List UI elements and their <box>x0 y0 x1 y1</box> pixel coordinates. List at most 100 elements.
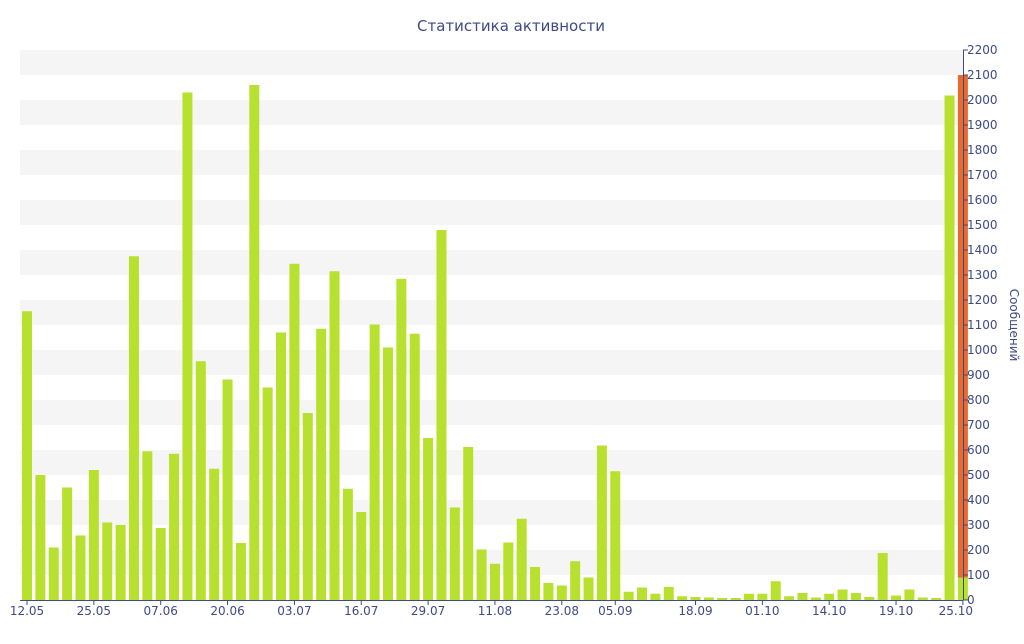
bar <box>730 598 741 600</box>
y-tick-label: 2200 <box>967 43 998 57</box>
bar <box>556 585 567 600</box>
bar <box>797 593 808 600</box>
bar <box>784 596 795 600</box>
bar <box>810 597 821 600</box>
bar <box>703 597 714 600</box>
bar <box>837 589 848 600</box>
x-tick-label: 18.09 <box>678 604 712 618</box>
bar <box>770 581 781 600</box>
bar <box>757 593 768 600</box>
y-tick-label: 1900 <box>967 118 998 132</box>
bar <box>503 542 514 600</box>
bar <box>637 587 648 600</box>
bar <box>222 379 233 600</box>
bar <box>864 597 875 600</box>
bar <box>663 587 674 600</box>
bar <box>209 468 220 600</box>
x-tick-label: 25.05 <box>77 604 111 618</box>
bar <box>396 278 407 600</box>
y-tick-label: 500 <box>967 468 990 482</box>
grid-band <box>20 500 963 525</box>
bar <box>235 543 246 600</box>
bar <box>48 547 59 600</box>
y-tick-label: 200 <box>967 543 990 557</box>
bar <box>75 535 86 600</box>
y-tick-label: 1200 <box>967 293 998 307</box>
x-tick-label: 25.10 <box>939 604 973 618</box>
bar <box>944 95 955 600</box>
bar <box>142 451 153 600</box>
grid-band <box>20 300 963 325</box>
bar <box>677 596 688 600</box>
bar <box>850 593 861 600</box>
y-tick-label: 2100 <box>967 68 998 82</box>
bar <box>369 324 380 600</box>
y-tick-label: 2000 <box>967 93 998 107</box>
y-tick-label: 1100 <box>967 318 998 332</box>
bar <box>650 593 661 600</box>
bar <box>128 256 139 600</box>
bar <box>249 85 260 600</box>
y-tick-label: 1500 <box>967 218 998 232</box>
bar <box>449 507 460 600</box>
x-tick-label: 12.05 <box>10 604 44 618</box>
bar <box>423 438 434 600</box>
chart-title: Статистика активности <box>417 17 605 35</box>
bar <box>62 487 73 600</box>
bar <box>476 549 487 600</box>
grid-band <box>20 350 963 375</box>
grid-band <box>20 150 963 175</box>
y-tick-label: 1800 <box>967 143 998 157</box>
bar <box>302 413 313 600</box>
bar <box>516 518 527 600</box>
y-tick-label: 1300 <box>967 268 998 282</box>
x-tick-label: 01.10 <box>745 604 779 618</box>
bar <box>596 445 607 600</box>
bar <box>743 593 754 600</box>
bar <box>543 583 554 600</box>
bar <box>891 595 902 600</box>
y-tick-label: 900 <box>967 368 990 382</box>
y-tick-label: 100 <box>967 568 990 582</box>
bar <box>877 553 888 600</box>
bar <box>824 593 835 600</box>
x-tick-label: 07.06 <box>144 604 178 618</box>
y-tick-label: 700 <box>967 418 990 432</box>
bar <box>583 577 594 600</box>
bar <box>169 453 180 600</box>
grid-band <box>20 450 963 475</box>
bar <box>717 598 728 600</box>
bar <box>957 577 968 600</box>
bar <box>22 311 32 600</box>
x-tick-label: 03.07 <box>277 604 311 618</box>
y-tick-label: 0 <box>967 593 975 607</box>
bar <box>88 470 99 600</box>
grid-band <box>20 100 963 125</box>
bar-segment <box>957 75 968 578</box>
x-tick-label: 23.08 <box>545 604 579 618</box>
x-tick-label: 19.10 <box>879 604 913 618</box>
grid-band <box>20 200 963 225</box>
bar <box>463 447 474 600</box>
bar <box>155 528 166 600</box>
grid-bands <box>20 50 963 575</box>
bar <box>356 512 367 600</box>
bar <box>195 361 206 600</box>
y-tick-label: 1000 <box>967 343 998 357</box>
y-tick-label: 800 <box>967 393 990 407</box>
y-tick-label: 1400 <box>967 243 998 257</box>
bar <box>329 271 340 600</box>
bar <box>409 333 420 600</box>
bar <box>276 332 287 600</box>
bar <box>35 475 46 600</box>
y-tick-label: 1600 <box>967 193 998 207</box>
bar <box>904 589 915 600</box>
x-tick-label: 20.06 <box>210 604 244 618</box>
bar <box>436 230 447 600</box>
bar <box>262 387 273 600</box>
y-axis-label: Сообщений <box>1007 289 1021 362</box>
y-tick-label: 600 <box>967 443 990 457</box>
bar <box>610 471 621 600</box>
axes: 0 100 200 300 400 500 600 700 800 900 1000 1100 1200… <box>10 43 998 618</box>
